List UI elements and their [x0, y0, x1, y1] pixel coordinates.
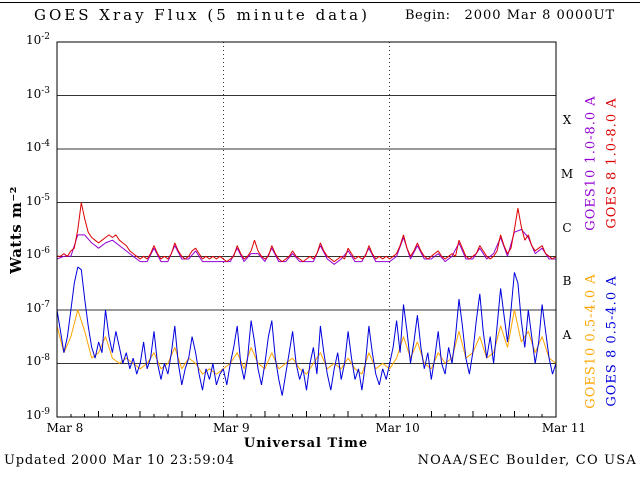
- trace-goes10-0.5-4.0-a: [57, 309, 556, 375]
- legend-goes10-0.5-4.0-a: GOES10 0.5-4.0 A: [583, 273, 599, 409]
- x-tick-label-mar-10: Mar 10: [375, 421, 420, 435]
- y-tick-label-10e-3: 10-3: [25, 85, 50, 101]
- y-tick-label-10e-4: 10-4: [25, 139, 50, 155]
- series-lines: [57, 202, 556, 396]
- chart-title: GOES Xray Flux (5 minute data): [34, 6, 370, 24]
- flare-class-c: C: [562, 220, 572, 235]
- begin-timestamp: Begin: 2000 Mar 8 0000UT: [405, 8, 615, 23]
- flare-class-b: B: [562, 274, 572, 289]
- begin-label: Begin:: [405, 8, 451, 23]
- y-tick-label-10e-2: 10-2: [25, 32, 50, 47]
- y-tick-label-10e-8: 10-8: [25, 353, 50, 369]
- y-tick-label-10e-7: 10-7: [25, 299, 50, 315]
- y-tick-label-10e-9: 10-9: [25, 407, 50, 422]
- plot-frame: [56, 41, 557, 418]
- x-tick-label-mar-9: Mar 9: [213, 421, 250, 435]
- flare-class-m: M: [560, 166, 574, 181]
- x-axis-ticks: [70, 411, 543, 417]
- begin-value: 2000 Mar 8 0000UT: [464, 8, 616, 23]
- trace-goes10-1.0-8.0-a: [57, 229, 556, 265]
- y-tick-label-10e-6: 10-6: [25, 246, 50, 262]
- grid-lines: [57, 42, 556, 417]
- trace-goes-8-1.0-8.0-a: [57, 202, 556, 263]
- flare-class-x: X: [562, 113, 572, 128]
- top-border-line: [0, 2, 640, 3]
- x-tick-label-mar-11: Mar 11: [541, 421, 587, 435]
- y-tick-label-10e-5: 10-5: [25, 192, 50, 208]
- legend-goes-8-0.5-4.0-a: GOES 8 0.5-4.0 A: [604, 275, 620, 407]
- legend-goes-8-1.0-8.0-a: GOES 8 1.0-8.0 A: [604, 97, 620, 229]
- x-axis-label: Universal Time: [243, 436, 369, 451]
- flare-class-a: A: [562, 327, 572, 342]
- x-tick-label-mar-8: Mar 8: [46, 421, 84, 435]
- updated-timestamp: Updated 2000 Mar 10 23:59:04: [4, 453, 235, 468]
- trace-goes-8-0.5-4.0-a: [57, 266, 556, 396]
- source-credit: NOAA/SEC Boulder, CO USA: [417, 453, 637, 468]
- legend-goes10-1.0-8.0-a: GOES10 1.0-8.0 A: [583, 95, 599, 231]
